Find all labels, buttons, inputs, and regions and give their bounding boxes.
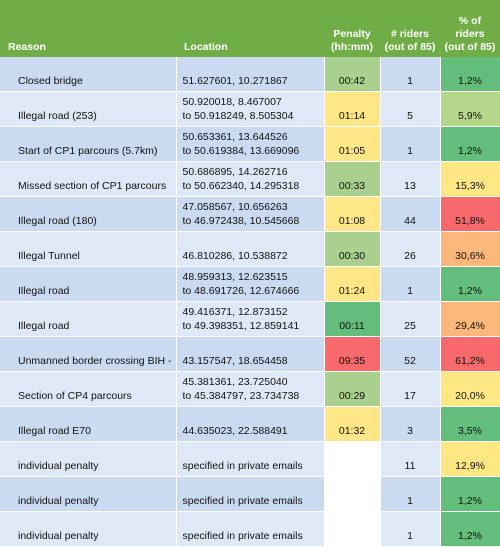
table-row: individual penalty specified in private … xyxy=(0,476,500,512)
location-cell: 50.686895, 14.262716 to 50.662340, 14.295… xyxy=(176,161,325,197)
percent-cell: 1,2% xyxy=(440,126,500,162)
reason-cell: Illegal road xyxy=(0,301,177,337)
riders-cell: 17 xyxy=(380,371,441,407)
penalty-cell: 00:29 xyxy=(324,371,381,407)
table-row: Closed bridge 51.627601, 10.271867 00:42… xyxy=(0,57,500,92)
penalty-cell xyxy=(324,441,381,477)
percent-cell: 3,5% xyxy=(440,406,500,442)
penalty-cell: 01:24 xyxy=(324,266,381,302)
riders-cell: 1 xyxy=(380,57,441,92)
location-cell: specified in private emails xyxy=(176,511,325,547)
reason-cell: Illegal road (253) xyxy=(0,91,177,127)
table-row: Missed section of CP1 parcours 50.686895… xyxy=(0,161,500,197)
reason-cell: Illegal road (180) xyxy=(0,196,177,232)
location-cell: 51.627601, 10.271867 xyxy=(176,57,325,92)
header-location: Location xyxy=(176,0,324,57)
table-row: Illegal road (253) 50.920018, 8.467007 to… xyxy=(0,91,500,127)
penalty-cell: 01:05 xyxy=(324,126,381,162)
table-row: Illegal road 49.416371, 12.873152 to 49.3… xyxy=(0,301,500,337)
penalty-cell xyxy=(324,476,381,512)
table-row: Illegal road E70 44.635023, 22.588491 01… xyxy=(0,406,500,442)
penalty-cell: 01:08 xyxy=(324,196,381,232)
riders-cell: 52 xyxy=(380,336,441,372)
percent-cell: 15,3% xyxy=(440,161,500,197)
percent-cell: 5,9% xyxy=(440,91,500,127)
header-reason: Reason xyxy=(0,0,176,57)
table-row: Section of CP4 parcours 45.381361, 23.72… xyxy=(0,371,500,407)
penalty-cell: 01:14 xyxy=(324,91,381,127)
location-cell: specified in private emails xyxy=(176,476,325,512)
location-cell: 48.959313, 12.623515 to 48.691726, 12.674… xyxy=(176,266,325,302)
table-row: Illegal road 48.959313, 12.623515 to 48.6… xyxy=(0,266,500,302)
location-cell: specified in private emails xyxy=(176,441,325,477)
riders-cell: 26 xyxy=(380,231,441,267)
riders-cell: 5 xyxy=(380,91,441,127)
percent-cell: 12,9% xyxy=(440,441,500,477)
location-cell: 44.635023, 22.588491 xyxy=(176,406,325,442)
table-row: Illegal road (180) 47.058567, 10.656263 t… xyxy=(0,196,500,232)
location-cell: 49.416371, 12.873152 to 49.398351, 12.859… xyxy=(176,301,325,337)
percent-cell: 1,2% xyxy=(440,57,500,92)
riders-cell: 1 xyxy=(380,476,441,512)
location-cell: 50.920018, 8.467007 to 50.918249, 8.50530… xyxy=(176,91,325,127)
location-cell: 43.157547, 18.654458 xyxy=(176,336,325,372)
reason-cell: Unmanned border crossing BIH - xyxy=(0,336,177,372)
riders-cell: 1 xyxy=(380,266,441,302)
riders-cell: 1 xyxy=(380,126,441,162)
table-row: individual penalty specified in private … xyxy=(0,511,500,547)
reason-cell: Illegal Tunnel xyxy=(0,231,177,267)
reason-cell: individual penalty xyxy=(0,511,177,547)
location-cell: 45.381361, 23.725040 to 45.384797, 23.734… xyxy=(176,371,325,407)
riders-cell: 44 xyxy=(380,196,441,232)
penalty-cell: 01:32 xyxy=(324,406,381,442)
penalty-cell: 09:35 xyxy=(324,336,381,372)
percent-cell: 51,8% xyxy=(440,196,500,232)
reason-cell: Section of CP4 parcours xyxy=(0,371,177,407)
table-row: Start of CP1 parcours (5.7km) 50.653361,… xyxy=(0,126,500,162)
header-penalty: Penalty (hh:mm) xyxy=(324,0,380,57)
penalty-cell xyxy=(324,511,381,547)
riders-cell: 3 xyxy=(380,406,441,442)
percent-cell: 20,0% xyxy=(440,371,500,407)
header-riders: # riders (out of 85) xyxy=(380,0,440,57)
reason-cell: Illegal road xyxy=(0,266,177,302)
reason-cell: Closed bridge xyxy=(0,57,177,92)
penalty-cell: 00:30 xyxy=(324,231,381,267)
location-cell: 50.653361, 13.644526 to 50.619384, 13.669… xyxy=(176,126,325,162)
percent-cell: 1,2% xyxy=(440,476,500,512)
percent-cell: 61,2% xyxy=(440,336,500,372)
reason-cell: Missed section of CP1 parcours xyxy=(0,161,177,197)
riders-cell: 25 xyxy=(380,301,441,337)
riders-cell: 13 xyxy=(380,161,441,197)
reason-cell: Start of CP1 parcours (5.7km) xyxy=(0,126,177,162)
location-cell: 46.810286, 10.538872 xyxy=(176,231,325,267)
percent-cell: 29,4% xyxy=(440,301,500,337)
penalty-cell: 00:11 xyxy=(324,301,381,337)
riders-cell: 11 xyxy=(380,441,441,477)
penalty-cell: 00:33 xyxy=(324,161,381,197)
reason-cell: individual penalty xyxy=(0,476,177,512)
table-row: Illegal Tunnel 46.810286, 10.538872 00:3… xyxy=(0,231,500,267)
percent-cell: 1,2% xyxy=(440,266,500,302)
table-row: individual penalty specified in private … xyxy=(0,441,500,477)
header-row: Reason Location Penalty (hh:mm) # riders(… xyxy=(0,0,500,57)
riders-cell: 1 xyxy=(380,511,441,547)
percent-cell: 30,6% xyxy=(440,231,500,267)
header-percent: % of riders (out of 85) xyxy=(440,0,500,57)
location-cell: 47.058567, 10.656263 to 46.972438, 10.545… xyxy=(176,196,325,232)
penalty-cell: 00:42 xyxy=(324,57,381,92)
reason-cell: individual penalty xyxy=(0,441,177,477)
percent-cell: 1,2% xyxy=(440,511,500,547)
reason-cell: Illegal road E70 xyxy=(0,406,177,442)
table-row: Unmanned border crossing BIH - 43.157547… xyxy=(0,336,500,372)
